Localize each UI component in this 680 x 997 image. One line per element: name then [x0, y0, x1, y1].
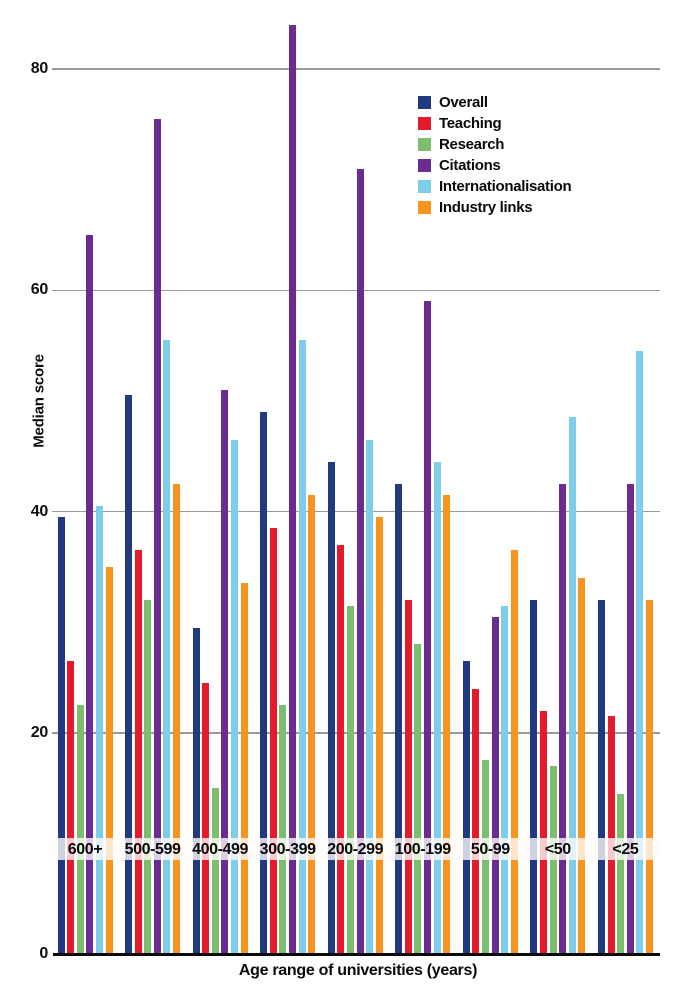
- legend-swatch-internationalisation: [418, 180, 431, 193]
- bar-overall-50-99: [462, 660, 470, 954]
- bar-citations-500-599: [153, 118, 161, 954]
- bar-industry-links-300-399: [308, 494, 316, 954]
- legend-item-internationalisation: Internationalisation: [418, 176, 572, 197]
- bar-industry-links-25: [645, 600, 653, 954]
- y-tick-label-60: 60: [30, 281, 49, 299]
- bar-research-100-199: [414, 644, 422, 954]
- category-label-band: [53, 838, 660, 860]
- x-category-label-100-199: 100-199: [394, 841, 451, 858]
- bar-citations-200-299: [356, 168, 364, 954]
- bar-citations-50: [559, 483, 567, 954]
- bar-industry-links-600: [105, 566, 113, 954]
- bar-internationalisation-50-99: [501, 605, 509, 954]
- bar-internationalisation-50: [568, 417, 576, 954]
- bar-teaching-600: [67, 660, 75, 954]
- bar-internationalisation-500-599: [163, 340, 171, 954]
- bar-industry-links-50-99: [510, 550, 518, 954]
- legend: Overall Teaching Research Citations Internat…: [418, 92, 572, 218]
- legend-label-industry-links: Industry links: [439, 199, 533, 216]
- bar-internationalisation-300-399: [298, 340, 306, 954]
- bar-overall-500-599: [125, 395, 133, 954]
- bar-teaching-100-199: [404, 600, 412, 954]
- bar-overall-400-499: [192, 627, 200, 954]
- gridline-40: [52, 510, 660, 513]
- bar-overall-100-199: [395, 483, 403, 954]
- bar-citations-25: [626, 483, 634, 954]
- gridline-80: [52, 68, 660, 70]
- y-axis-title: Median score: [30, 354, 48, 448]
- legend-item-citations: Citations: [418, 155, 571, 176]
- bar-teaching-300-399: [269, 528, 277, 954]
- bar-overall-300-399: [260, 411, 268, 954]
- legend-swatch-overall: [418, 96, 431, 109]
- bar-citations-600: [86, 234, 94, 954]
- x-category-label-50-99: 50-99: [470, 841, 510, 858]
- bar-research-25: [617, 793, 625, 954]
- gridline-20: [52, 732, 660, 734]
- bar-research-300-399: [279, 705, 287, 954]
- bar-overall-50: [530, 600, 538, 954]
- x-category-label-25: <25: [612, 841, 639, 858]
- x-category-label-500-599: 500-599: [124, 841, 181, 858]
- legend-swatch-industry-links: [418, 201, 431, 214]
- bar-teaching-50-99: [472, 688, 480, 954]
- legend-swatch-citations: [418, 159, 431, 172]
- bar-internationalisation-25: [636, 351, 644, 954]
- bar-internationalisation-600: [95, 505, 103, 954]
- legend-item-teaching: Teaching: [418, 113, 571, 134]
- legend-label-internationalisation: Internationalisation: [439, 178, 572, 195]
- bar-internationalisation-400-499: [231, 439, 238, 954]
- bar-industry-links-500-599: [173, 483, 181, 954]
- bar-citations-400-499: [221, 389, 229, 954]
- bar-overall-600: [57, 517, 65, 954]
- bar-teaching-200-299: [337, 544, 345, 954]
- bar-internationalisation-100-199: [433, 461, 441, 954]
- gridline-60: [52, 289, 660, 291]
- legend-item-overall: Overall: [418, 92, 571, 113]
- legend-swatch-teaching: [418, 117, 431, 130]
- x-category-label-600: 600+: [67, 841, 103, 858]
- x-category-label-300-399: 300-399: [259, 841, 316, 858]
- y-tick-label-20: 20: [30, 723, 49, 741]
- bar-teaching-50: [539, 710, 547, 954]
- x-axis-line: [53, 953, 660, 956]
- bar-research-600: [76, 705, 84, 954]
- legend-swatch-research: [418, 138, 431, 151]
- bar-industry-links-400-499: [240, 583, 248, 954]
- bar-teaching-25: [607, 716, 615, 954]
- legend-label-citations: Citations: [439, 157, 501, 174]
- y-tick-label-80: 80: [30, 60, 49, 77]
- bar-industry-links-200-299: [375, 517, 383, 954]
- legend-item-industry-links: Industry links: [418, 197, 571, 218]
- legend-label-overall: Overall: [439, 94, 488, 111]
- bar-citations-100-199: [424, 301, 432, 954]
- y-tick-label-0: 0: [39, 945, 48, 962]
- bar-research-200-299: [346, 605, 354, 954]
- x-axis-title: Age range of universities (years): [238, 962, 478, 979]
- bar-citations-50-99: [491, 616, 499, 954]
- legend-label-research: Research: [439, 136, 505, 153]
- bar-citations-300-399: [288, 24, 296, 954]
- legend-label-teaching: Teaching: [439, 115, 502, 132]
- x-category-label-50: <50: [544, 841, 571, 858]
- bar-industry-links-100-199: [443, 494, 451, 954]
- legend-item-research: Research: [418, 134, 571, 155]
- bar-industry-links-50: [578, 577, 586, 954]
- bar-teaching-400-499: [202, 682, 210, 954]
- bar-research-400-499: [211, 788, 219, 954]
- bar-teaching-500-599: [134, 550, 142, 954]
- y-tick-label-40: 40: [30, 502, 49, 520]
- bar-overall-200-299: [327, 461, 335, 954]
- bar-research-500-599: [144, 600, 152, 954]
- bar-internationalisation-200-299: [366, 439, 374, 954]
- bar-overall-25: [597, 600, 605, 954]
- x-category-label-200-299: 200-299: [327, 841, 384, 858]
- x-category-label-400-499: 400-499: [192, 841, 249, 858]
